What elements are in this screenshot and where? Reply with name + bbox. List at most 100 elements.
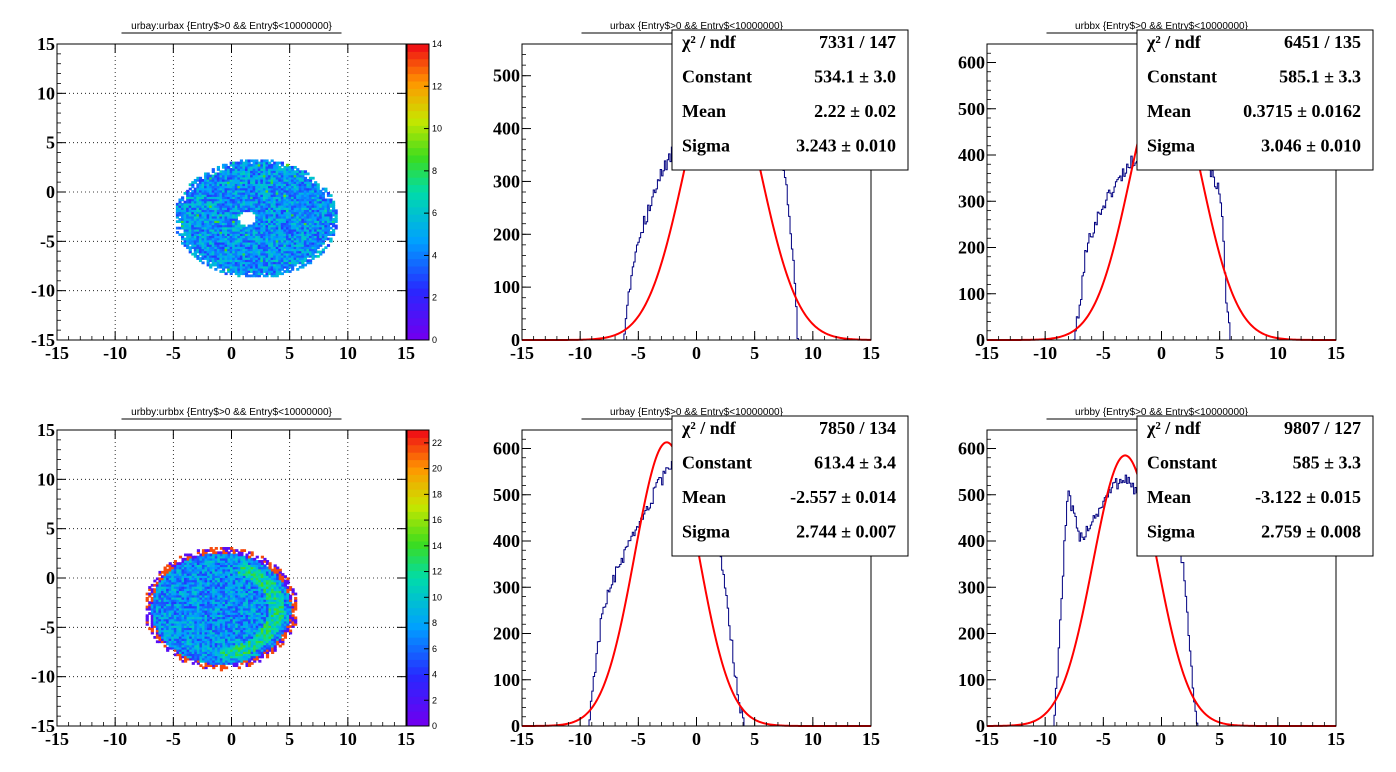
- heatmap-cell: [235, 553, 239, 557]
- heatmap-cell: [181, 237, 185, 241]
- heatmap-cell: [209, 218, 213, 221]
- heatmap-cell: [278, 233, 282, 237]
- heatmap-cell: [248, 622, 252, 626]
- heatmap-cell: [252, 224, 256, 228]
- heatmap-cell: [222, 646, 226, 650]
- heatmap-cell: [262, 267, 267, 271]
- heatmap-cell: [285, 165, 290, 169]
- heatmap-cell: [237, 248, 241, 252]
- heatmap-cell: [186, 233, 190, 237]
- heatmap-cell: [173, 562, 177, 565]
- heatmap-cell: [222, 601, 226, 605]
- heatmap-cell: [255, 599, 259, 602]
- heatmap-cell: [239, 237, 244, 241]
- heatmap-cell: [248, 579, 252, 583]
- heatmap-cell: [216, 165, 221, 169]
- heatmap-cell: [209, 659, 213, 663]
- heatmap-cell: [244, 267, 249, 271]
- heatmap-cell: [227, 207, 231, 210]
- heatmap-cell: [230, 649, 234, 652]
- heatmap-cell: [212, 583, 216, 587]
- heatmap-cell: [278, 222, 282, 226]
- heatmap-cell: [201, 583, 206, 587]
- heatmap-cell: [221, 170, 226, 174]
- heatmap-cell: [268, 172, 272, 176]
- heatmap-cell: [219, 625, 224, 628]
- heatmap-cell: [161, 575, 165, 579]
- heatmap-cell: [237, 618, 241, 622]
- heatmap-cell: [227, 233, 231, 237]
- heatmap-cell: [258, 633, 262, 637]
- heatmap-cell: [196, 579, 200, 583]
- heatmap-cell: [196, 616, 200, 620]
- heatmap-cell: [237, 183, 241, 187]
- heatmap-cell: [248, 588, 252, 592]
- heatmap-cell: [158, 618, 162, 622]
- heatmap-cell: [301, 218, 305, 221]
- heatmap-cell: [176, 564, 180, 568]
- heatmap-cell: [219, 254, 223, 258]
- heatmap-cell: [176, 562, 180, 565]
- heatmap-cell: [191, 625, 195, 628]
- heatmap-cell: [248, 575, 252, 579]
- heatmap-cell: [224, 200, 228, 204]
- heatmap-cell: [204, 622, 208, 626]
- heatmap-cell: [227, 564, 231, 568]
- heatmap-cell: [191, 562, 195, 565]
- heatmap-cell: [219, 252, 223, 256]
- heatmap-cell: [199, 655, 203, 659]
- heatmap-cell: [255, 620, 259, 624]
- heatmap-cell: [219, 646, 224, 650]
- heatmap-cell: [193, 252, 197, 256]
- heatmap-cell: [161, 592, 165, 596]
- heatmap-cell: [285, 205, 290, 208]
- heatmap-cell: [183, 213, 187, 217]
- heatmap-cell: [194, 633, 198, 637]
- heatmap-cell: [235, 594, 239, 598]
- heatmap-cell: [219, 174, 223, 178]
- heatmap-cell: [227, 622, 231, 626]
- heatmap-cell: [283, 265, 287, 269]
- heatmap-cell: [209, 248, 213, 252]
- heatmap-cell: [176, 620, 180, 624]
- heatmap-cell: [194, 570, 198, 574]
- heatmap-cell: [260, 622, 264, 626]
- heatmap-cell: [171, 636, 175, 639]
- heatmap-cell: [260, 198, 264, 202]
- heatmap-cell: [201, 222, 205, 226]
- heatmap-cell: [158, 573, 162, 576]
- heatmap-cell: [194, 646, 198, 650]
- heatmap-cell: [326, 194, 331, 197]
- heatmap-cell: [326, 218, 331, 221]
- heatmap-cell: [227, 594, 231, 598]
- heatmap-cell: [291, 176, 295, 180]
- heatmap-cell: [188, 211, 192, 215]
- heatmap-cell: [245, 590, 249, 594]
- heatmap-cell: [240, 657, 244, 661]
- heatmap-cell: [262, 274, 267, 278]
- heatmap-cell: [321, 215, 325, 219]
- heatmap-cell: [237, 198, 241, 202]
- heatmap-cell: [242, 601, 247, 605]
- heatmap-cell: [285, 235, 290, 239]
- heatmap-cell: [250, 244, 254, 247]
- heatmap-cell: [198, 178, 203, 182]
- heatmap-cell: [242, 267, 246, 271]
- heatmap-cell: [217, 583, 221, 587]
- heatmap-cell: [252, 170, 256, 174]
- heatmap-cell: [189, 599, 193, 602]
- heatmap-cell: [253, 629, 257, 633]
- heatmap-cell: [209, 235, 213, 239]
- heatmap-cell: [209, 215, 213, 219]
- heatmap-cell: [184, 566, 188, 570]
- heatmap-cell: [173, 605, 177, 609]
- heatmap-cell: [216, 189, 221, 193]
- heatmap-cell: [280, 189, 284, 193]
- heatmap-cell: [314, 215, 318, 219]
- heatmap-cell: [184, 575, 188, 579]
- heatmap-cell: [176, 627, 180, 631]
- palette-band: [407, 288, 429, 297]
- heatmap-cell: [253, 607, 257, 611]
- heatmap-cell: [227, 631, 231, 635]
- heatmap-cell: [221, 215, 226, 219]
